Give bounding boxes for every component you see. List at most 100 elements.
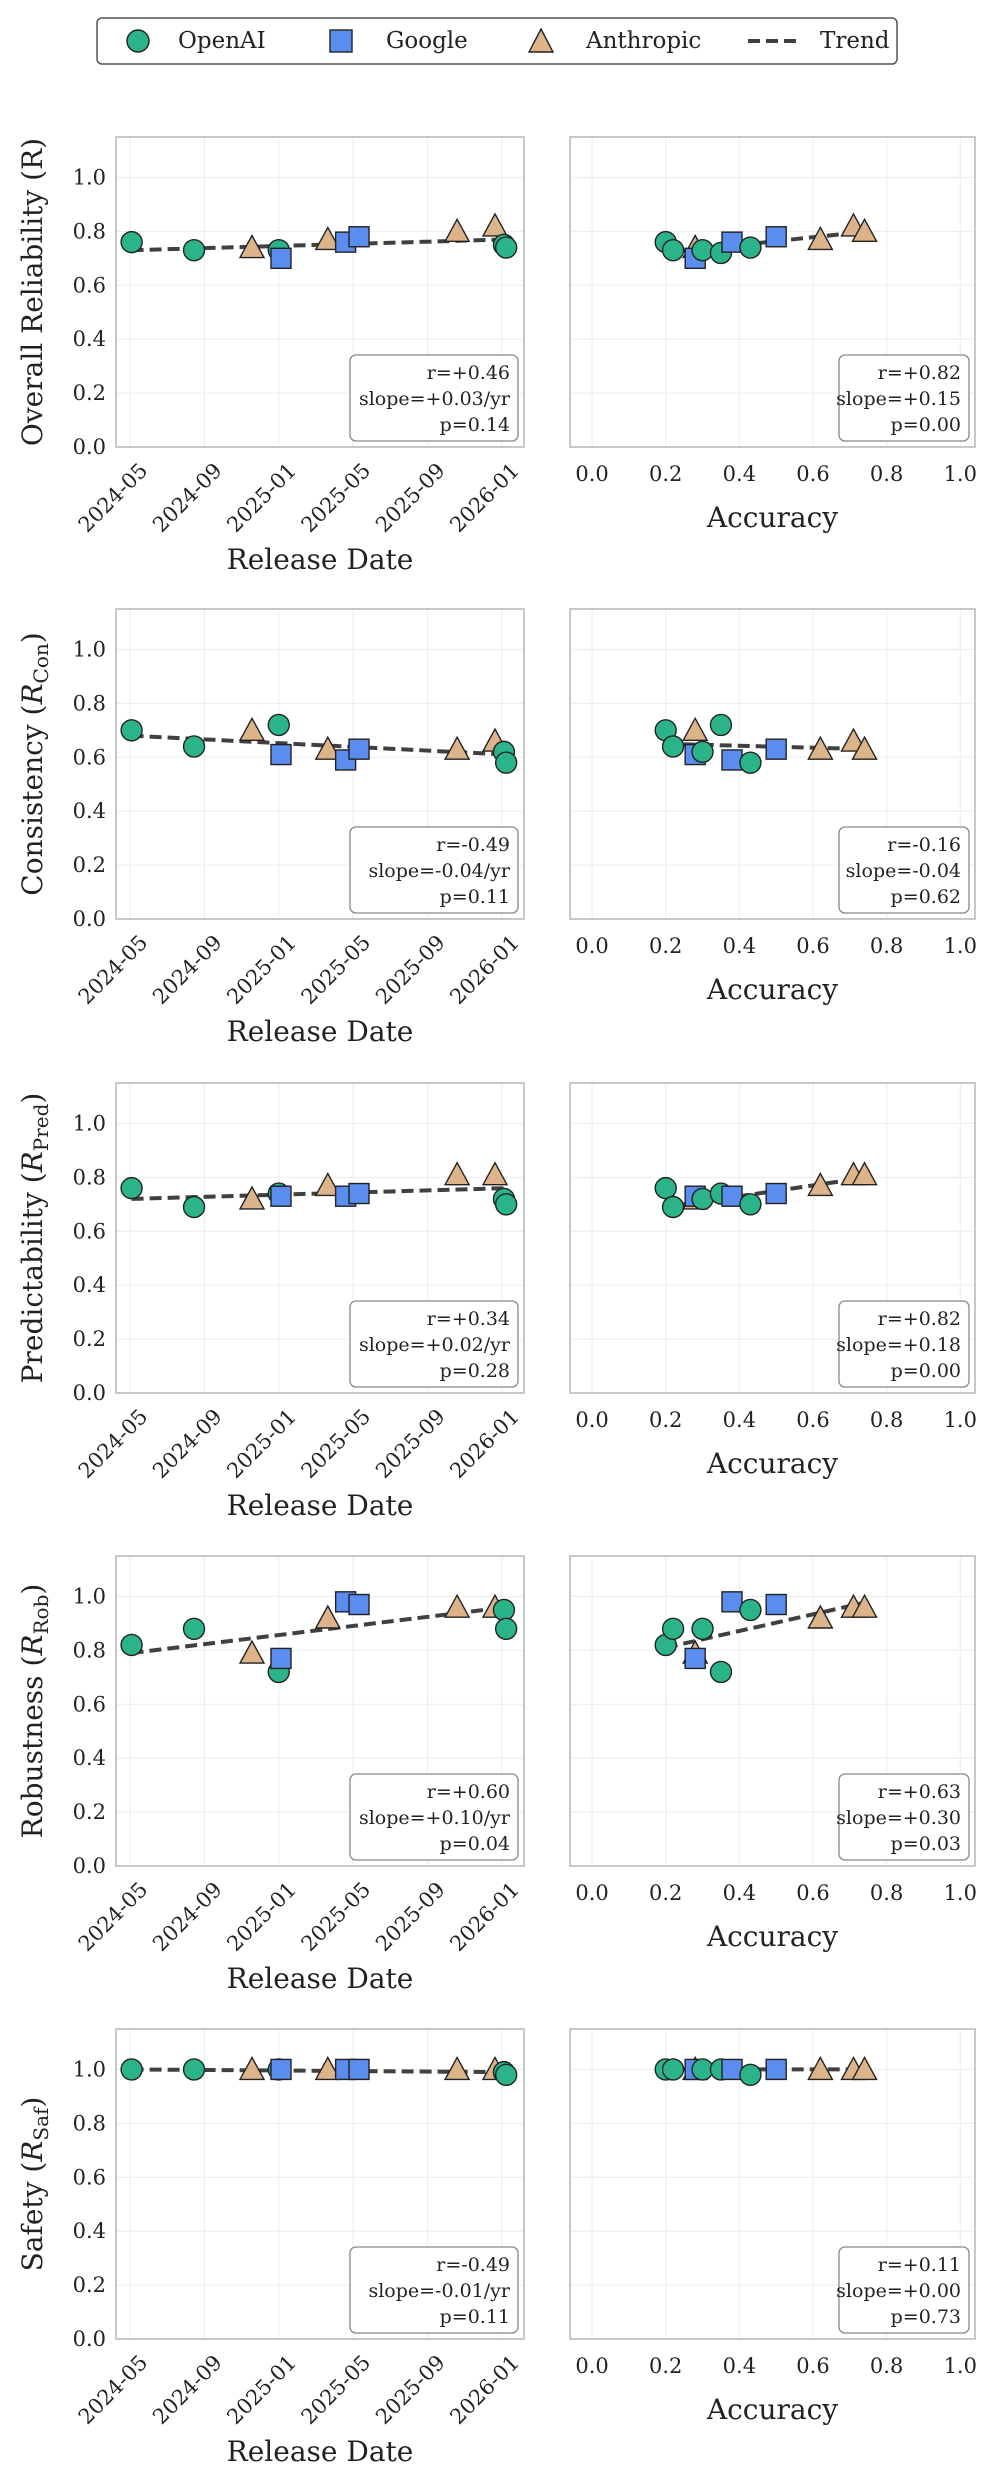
stat-p: p=0.04: [440, 1833, 510, 1855]
point-openai: [739, 2063, 762, 2087]
y-tick-label: 0.4: [73, 1746, 106, 1770]
stat-slope: slope=-0.04/yr: [368, 860, 510, 882]
point-anthropic: [443, 1593, 471, 1618]
axes-frame: [569, 1082, 976, 1394]
x-tick-label: 0.0: [575, 1881, 608, 1905]
stats-box: [838, 1773, 970, 1861]
point-anthropic: [807, 1604, 834, 1629]
stats-box: [349, 2246, 519, 2334]
y-tick-label: 0.6: [73, 1219, 106, 1243]
stats-box: [349, 354, 519, 442]
x-tick-label: 0.2: [649, 462, 682, 486]
point-anthropic: [238, 1185, 266, 1210]
axes-frame: [115, 136, 525, 448]
panel-consistency-accuracy: 0.0 0.2 0.4 0.6 0.8 1.0 Accuracy r=-0.16 slope=-…: [569, 608, 977, 1006]
axes-frame: [569, 608, 976, 920]
x-tick-label: 0.8: [870, 1408, 903, 1432]
stat-p: p=0.00: [891, 1360, 961, 1382]
stats-box: [838, 1300, 970, 1388]
x-tick-label: 0.4: [723, 934, 756, 958]
y-tick-label: 0.6: [73, 1692, 106, 1716]
stat-r: r=-0.49: [436, 834, 510, 856]
x-axis-label: Release Date: [227, 1015, 414, 1048]
y-tick-label: 0.2: [73, 2273, 106, 2297]
point-anthropic: [807, 1171, 834, 1197]
point-anthropic: [851, 735, 878, 760]
point-anthropic: [314, 1171, 341, 1197]
panel-predictability-accuracy: 0.0 0.2 0.4 0.6 0.8 1.0 Accuracy r=+0.82 slope=+…: [569, 1082, 977, 1480]
point-google: [348, 1182, 370, 1205]
panel-safety-accuracy: 0.0 0.2 0.4 0.6 0.8 1.0 Accuracy r=+0.11 slope=+…: [569, 2028, 977, 2426]
point-google: [765, 2058, 787, 2081]
point-google: [270, 743, 292, 766]
legend-marker-anthropic: [527, 27, 555, 53]
point-anthropic: [851, 1593, 878, 1618]
point-anthropic: [481, 1161, 509, 1186]
point-anthropic: [314, 225, 341, 251]
point-anthropic: [238, 716, 266, 742]
point-openai: [661, 1617, 685, 1640]
stat-slope: slope=+0.15: [836, 388, 961, 410]
point-openai: [120, 2058, 143, 2081]
stats-box: [349, 1773, 519, 1861]
y-axis-label: Consistency (RCon): [16, 632, 53, 895]
stat-slope: slope=+0.00: [836, 2280, 961, 2302]
stat-p: p=0.03: [891, 1833, 961, 1855]
legend-marker-google: [329, 29, 353, 53]
x-tick-label: 0.2: [649, 934, 682, 958]
point-google: [348, 2058, 370, 2081]
point-openai: [739, 236, 762, 259]
x-tick-label: 1.0: [944, 462, 977, 486]
y-tick-label: 0.8: [73, 1638, 106, 1662]
legend-label-google: Google: [386, 28, 468, 54]
stat-slope: slope=+0.30: [836, 1807, 961, 1829]
y-tick-label: 0.2: [73, 1327, 106, 1351]
stat-r: r=+0.63: [878, 1781, 961, 1803]
point-openai: [120, 719, 143, 742]
axes-frame: [569, 1555, 976, 1867]
stats-box: [349, 1300, 519, 1388]
x-axis-label: Release Date: [227, 1962, 414, 1995]
point-openai: [182, 1195, 206, 1219]
x-axis-label: Accuracy: [706, 2393, 838, 2426]
x-tick-label: 0.6: [796, 1881, 829, 1905]
panel-reliability-accuracy: 0.0 0.2 0.4 0.6 0.8 1.0 Accuracy r=+0.82 slope=+…: [569, 136, 977, 534]
x-tick-label: 0.6: [796, 1408, 829, 1432]
x-tick-label: 0.4: [723, 1408, 756, 1432]
point-openai: [739, 751, 762, 774]
stat-r: r=+0.60: [427, 1781, 510, 1803]
y-tick-label: 0.6: [73, 745, 106, 769]
x-axis-label: Accuracy: [706, 501, 838, 534]
point-openai: [661, 239, 685, 262]
x-axis-label: Release Date: [227, 1489, 414, 1522]
point-openai: [494, 2063, 518, 2087]
x-axis-label: Release Date: [227, 543, 414, 576]
trend-line: [665, 1175, 869, 1209]
stat-slope: slope=-0.04: [846, 860, 961, 882]
y-axis-label: Safety (RSaf): [16, 2097, 53, 2272]
y-tick-label: 0.4: [73, 799, 106, 823]
x-tick-label: 0.8: [870, 1881, 903, 1905]
axes-frame: [569, 136, 976, 448]
x-tick-label: 1.0: [944, 2354, 977, 2378]
x-tick-label: 0.2: [649, 1408, 682, 1432]
y-tick-label: 0.8: [73, 219, 106, 243]
y-tick-label: 1.0: [73, 1584, 106, 1608]
x-tick-label: 1.0: [944, 1881, 977, 1905]
legend-frame: [96, 17, 898, 65]
stat-r: r=+0.34: [427, 1308, 510, 1330]
stat-p: p=0.73: [891, 2306, 961, 2328]
legend-label-openai: OpenAI: [178, 28, 266, 54]
point-anthropic: [807, 225, 834, 251]
stat-p: p=0.11: [440, 2306, 510, 2328]
y-tick-label: 0.0: [73, 2327, 106, 2351]
y-tick-label: 0.0: [73, 435, 106, 459]
stat-p: p=0.14: [440, 414, 510, 436]
point-google: [721, 231, 743, 253]
point-google: [348, 1593, 370, 1616]
point-openai: [709, 713, 733, 737]
x-tick-label: 0.6: [796, 462, 829, 486]
point-google: [684, 1647, 706, 1670]
panel-robustness-accuracy: 0.0 0.2 0.4 0.6 0.8 1.0 Accuracy r=+0.63 slope=+…: [569, 1555, 977, 1953]
point-anthropic: [481, 212, 509, 237]
